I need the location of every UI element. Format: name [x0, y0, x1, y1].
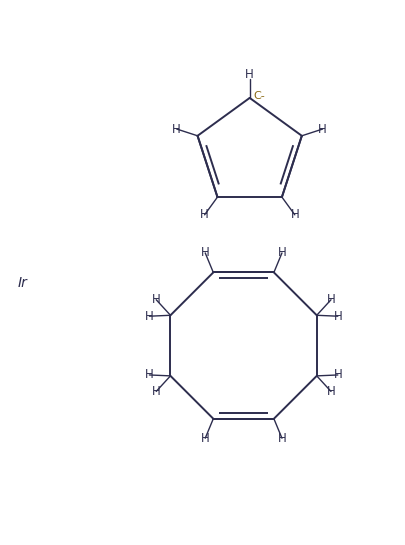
Text: H: H	[145, 368, 153, 381]
Text: H: H	[151, 293, 160, 306]
Text: H: H	[277, 246, 286, 259]
Text: H: H	[145, 310, 153, 323]
Text: H: H	[333, 368, 341, 381]
Text: H: H	[200, 246, 209, 259]
Text: H: H	[151, 385, 160, 398]
Text: H: H	[326, 385, 335, 398]
Text: Ir: Ir	[17, 276, 27, 289]
Text: C-: C-	[252, 91, 264, 101]
Text: H: H	[200, 432, 209, 445]
Text: H: H	[318, 123, 326, 136]
Text: H: H	[290, 208, 298, 221]
Text: H: H	[326, 293, 335, 306]
Text: H: H	[172, 123, 181, 136]
Text: H: H	[333, 310, 341, 323]
Text: H: H	[245, 68, 254, 81]
Text: H: H	[277, 432, 286, 445]
Text: H: H	[200, 208, 209, 221]
